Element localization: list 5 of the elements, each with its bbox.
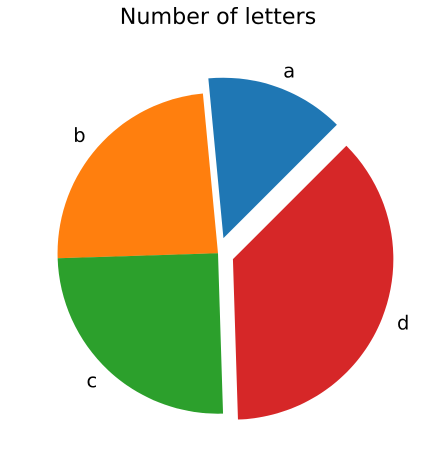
chart-title: Number of letters xyxy=(122,7,316,24)
slice-label: a xyxy=(284,66,294,78)
slice-label: c xyxy=(88,376,96,388)
slice-label: b xyxy=(75,127,85,142)
slice-label: d xyxy=(398,314,408,330)
